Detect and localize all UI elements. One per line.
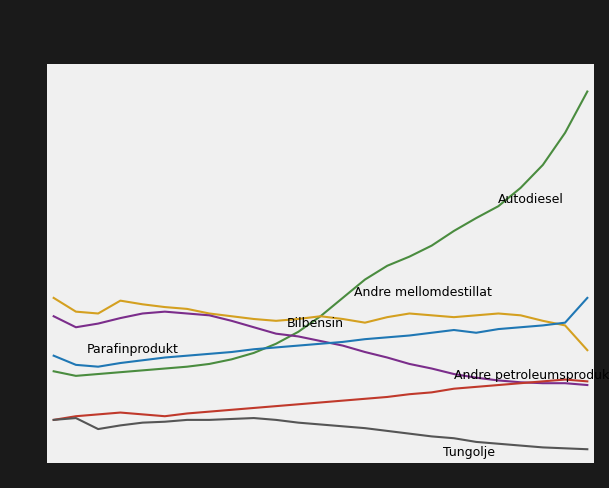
Text: Parafinprodukt: Parafinprodukt (87, 342, 179, 355)
Text: Andre petroleumsprodukt: Andre petroleumsprodukt (454, 368, 609, 381)
Text: Andre mellomdestillat: Andre mellomdestillat (354, 285, 491, 299)
Text: Bilbensin: Bilbensin (287, 317, 344, 330)
Text: Tungolje: Tungolje (443, 445, 495, 458)
Text: Autodiesel: Autodiesel (498, 192, 565, 205)
